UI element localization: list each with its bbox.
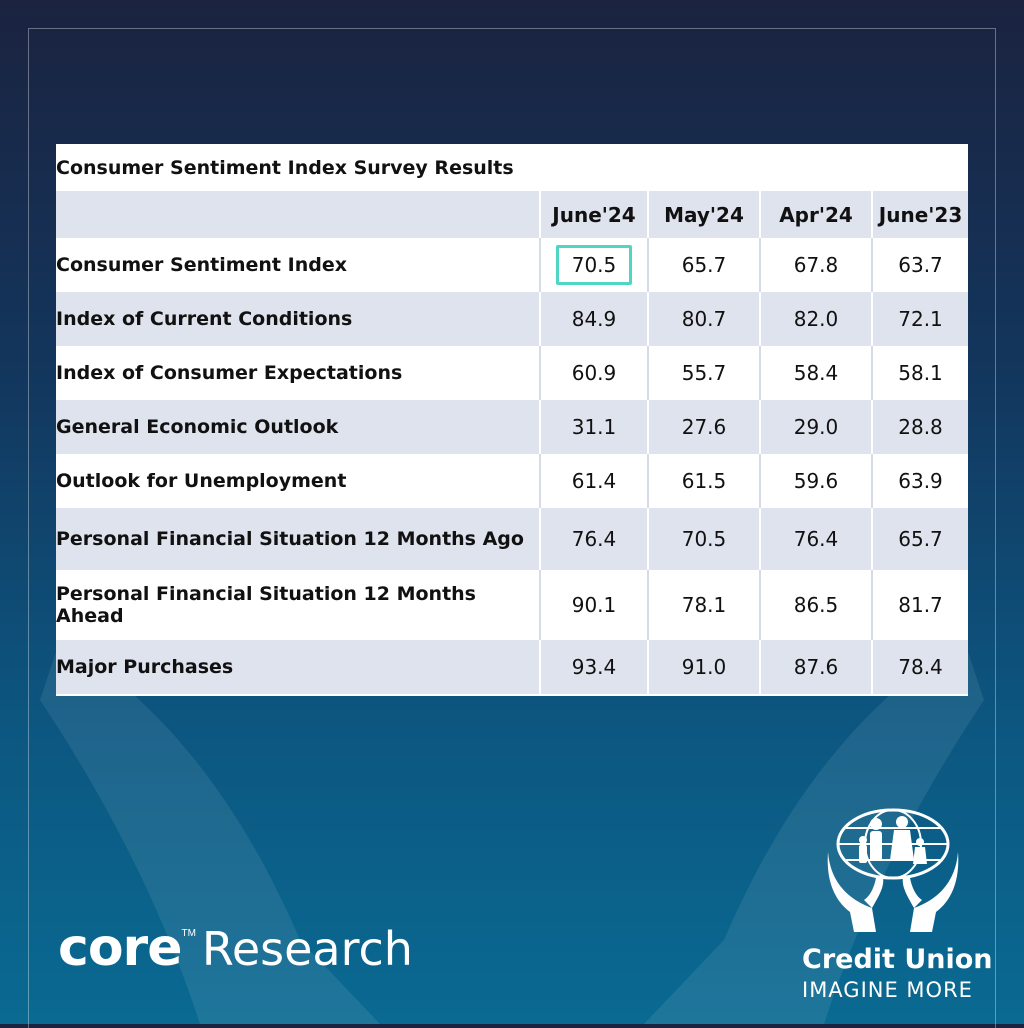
table-cell: 67.8 xyxy=(759,238,872,292)
table-cell: 59.6 xyxy=(759,454,872,508)
table-cell: 55.7 xyxy=(647,346,760,400)
table-cell: 72.1 xyxy=(870,292,969,346)
table-cell: 29.0 xyxy=(759,400,872,454)
row-label: Outlook for Unemployment xyxy=(56,454,540,508)
table-cell: 84.9 xyxy=(539,292,648,346)
table-cell: 65.7 xyxy=(870,508,969,570)
table-cell: 86.5 xyxy=(759,570,872,640)
table-row: Index of Current Conditions 84.9 80.7 82.0 7… xyxy=(56,292,969,346)
column-header: Apr'24 xyxy=(759,191,872,238)
core-research-logo: coreTM Research xyxy=(58,918,413,978)
credit-union-tagline: IMAGINE MORE xyxy=(802,978,973,1002)
sentiment-table: Consumer Sentiment Index Survey Results … xyxy=(56,144,969,694)
table-cell: 63.7 xyxy=(870,238,969,292)
trademark-mark: TM xyxy=(181,928,196,939)
page-frame xyxy=(28,28,996,1028)
column-header: May'24 xyxy=(647,191,760,238)
credit-union-name: Credit Union xyxy=(802,944,993,975)
table-cell: 81.7 xyxy=(870,570,969,640)
column-header: June'23 xyxy=(870,191,969,238)
background-hands-watermark xyxy=(40,640,984,1024)
table-cell: 60.9 xyxy=(539,346,648,400)
table-row: Major Purchases 93.4 91.0 87.6 78.4 xyxy=(56,640,969,694)
table-cell: 63.9 xyxy=(870,454,969,508)
table-title: Consumer Sentiment Index Survey Results xyxy=(56,144,969,191)
table-row: Outlook for Unemployment 61.4 61.5 59.6 63.9 xyxy=(56,454,969,508)
table-cell: 78.4 xyxy=(870,640,969,694)
table-cell: 76.4 xyxy=(539,508,648,570)
table-row: Consumer Sentiment Index 70.5 65.7 67.8 63.7 xyxy=(56,238,969,292)
row-label: Personal Financial Situation 12 Months A… xyxy=(56,570,540,640)
table-cell: 61.5 xyxy=(647,454,760,508)
table-cell: 70.5 xyxy=(647,508,760,570)
table-cell: 78.1 xyxy=(647,570,760,640)
row-label: Personal Financial Situation 12 Months A… xyxy=(56,508,540,570)
table-cell: 93.4 xyxy=(539,640,648,694)
row-label: General Economic Outlook xyxy=(56,400,540,454)
header-empty-cell xyxy=(56,191,540,238)
table-row: Personal Financial Situation 12 Months A… xyxy=(56,508,969,570)
row-label: Consumer Sentiment Index xyxy=(56,238,540,292)
table-cell: 61.4 xyxy=(539,454,648,508)
table-cell: 80.7 xyxy=(647,292,760,346)
row-label: Index of Consumer Expectations xyxy=(56,346,540,400)
highlighted-value: 70.5 xyxy=(555,245,633,285)
table-cell: 76.4 xyxy=(759,508,872,570)
table-cell: 87.6 xyxy=(759,640,872,694)
table-cell: 31.1 xyxy=(539,400,648,454)
table-row: Index of Consumer Expectations 60.9 55.7 58… xyxy=(56,346,969,400)
table-cell: 65.7 xyxy=(647,238,760,292)
table-row: Personal Financial Situation 12 Months A… xyxy=(56,570,969,640)
table-cell: 28.8 xyxy=(870,400,969,454)
table-cell: 91.0 xyxy=(647,640,760,694)
table-cell: 82.0 xyxy=(759,292,872,346)
column-header: June'24 xyxy=(539,191,648,238)
table-cell: 58.1 xyxy=(870,346,969,400)
row-label: Major Purchases xyxy=(56,640,540,694)
row-label: Index of Current Conditions xyxy=(56,292,540,346)
research-wordmark: Research xyxy=(201,922,413,976)
sentiment-table-panel: Consumer Sentiment Index Survey Results … xyxy=(56,144,969,696)
table-cell: 58.4 xyxy=(759,346,872,400)
table-cell: 27.6 xyxy=(647,400,760,454)
table-cell: 90.1 xyxy=(539,570,648,640)
table-cell: 70.5 xyxy=(539,238,648,292)
table-row: General Economic Outlook 31.1 27.6 29.0 28.8 xyxy=(56,400,969,454)
core-wordmark: core xyxy=(58,918,182,978)
globe-hands-family-icon xyxy=(827,808,959,932)
